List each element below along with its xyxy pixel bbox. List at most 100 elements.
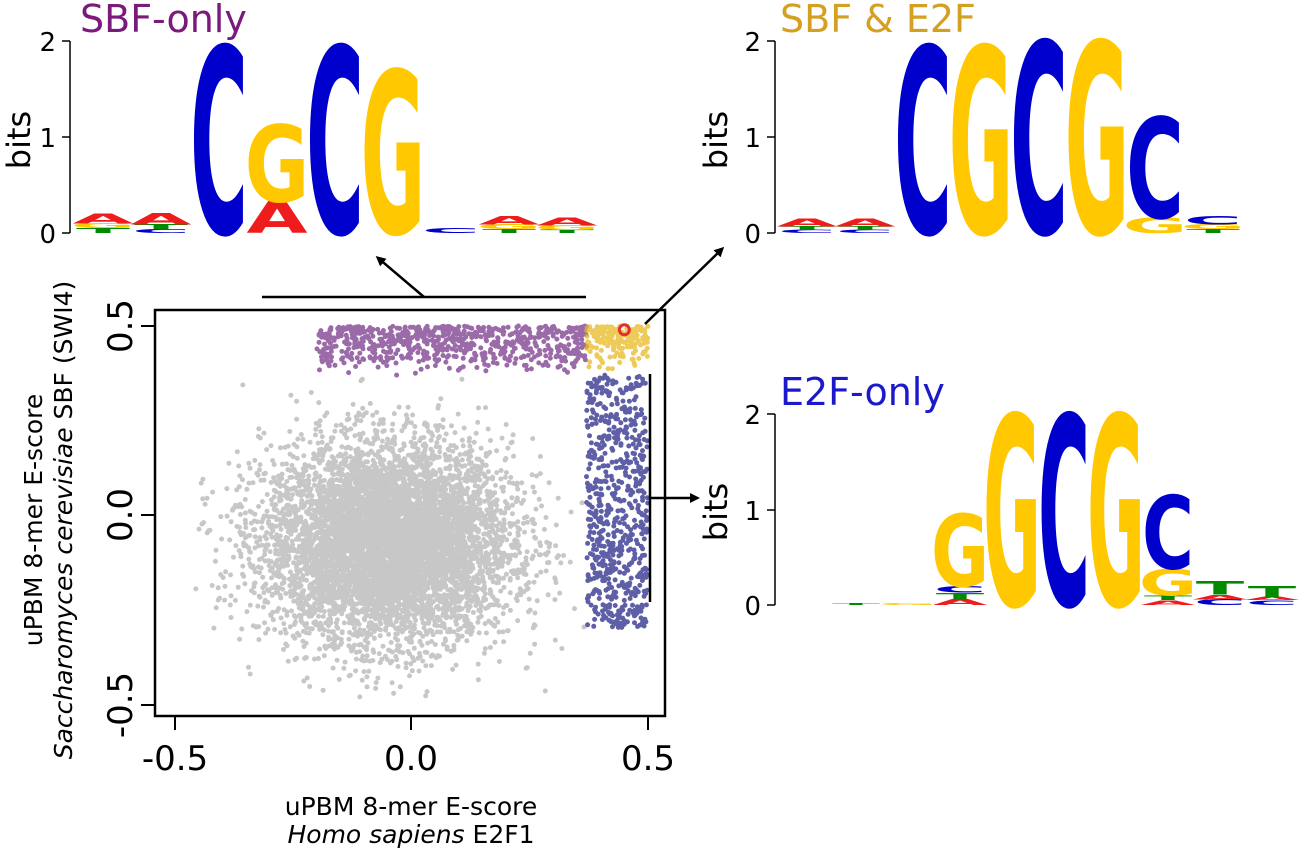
- annotation-arrows: [262, 246, 725, 602]
- logo-letter-g: G: [1139, 562, 1197, 604]
- logo-letter-a: A: [130, 210, 191, 228]
- logo-ylabel: bits: [697, 111, 735, 169]
- logo-letter-g: G: [1065, 0, 1130, 295]
- logo-letter-c: C: [422, 227, 480, 235]
- logo-letter-t: T: [832, 603, 880, 606]
- logo-letter-c: C: [190, 0, 248, 294]
- logo-letter-c: C: [132, 228, 190, 234]
- logo-tick-label: 2: [744, 28, 761, 58]
- logo-letter-a: A: [536, 216, 598, 228]
- logo-letter-t: T: [1144, 594, 1192, 602]
- x-axis-label-species: Homo sapiens: [287, 820, 464, 849]
- logo-letter-g: G: [1181, 223, 1246, 231]
- logo-title: E2F-only: [780, 370, 945, 414]
- y-tick-label: -0.5: [101, 672, 141, 738]
- logo-letter-c: C: [1246, 599, 1298, 607]
- sbf-only-arrow: [375, 256, 425, 298]
- x-tick-label: -0.5: [142, 739, 208, 779]
- logo-letter-a: A: [776, 217, 838, 229]
- sbf-e2f-arrow: [644, 246, 725, 325]
- logo-title: SBF & E2F: [780, 0, 976, 41]
- x-axis-label-line2: Homo sapiens E2F1: [287, 820, 534, 849]
- x-axis: -0.5 0.0 0.5: [142, 716, 675, 779]
- logo-letter-t: T: [1196, 578, 1244, 599]
- y-axis: 0.5 0.0 -0.5: [101, 299, 155, 738]
- sbf-only-points: [314, 323, 589, 378]
- logo-letter-t: T: [838, 225, 892, 231]
- logo-letter-a: A: [246, 193, 307, 243]
- logo-letter-c: C: [1194, 598, 1246, 607]
- logo-letter-c: C: [894, 0, 952, 294]
- logo-letter-a: A: [478, 214, 540, 228]
- logo-letter-g: G: [361, 25, 426, 286]
- logo-letter-a: A: [1141, 599, 1196, 607]
- sbf-and-e2f-points: [584, 323, 651, 372]
- y-axis-label-line1: uPBM 8-mer E-score: [19, 394, 48, 646]
- logo-letter-g: G: [949, 0, 1014, 294]
- x-tick-label: 0.5: [621, 739, 675, 779]
- logo-letter-a: A: [1193, 593, 1248, 601]
- logo-tick-label: 2: [39, 28, 56, 58]
- x-axis-label-protein: E2F1: [465, 820, 535, 849]
- logo-letter-c: C: [1038, 363, 1090, 667]
- y-axis-label-line2: Saccharomyces cerevisiae SBF (SWI4): [49, 281, 78, 760]
- logo-tick-label: 0: [744, 220, 761, 250]
- logo-letter-t: T: [76, 227, 130, 235]
- logo-letter-g: G: [71, 222, 136, 230]
- logo-title: SBF-only: [80, 0, 247, 41]
- logo-letter-c: C: [836, 229, 894, 234]
- logo-tick-label: 1: [744, 124, 761, 154]
- logo-letter-g: G: [477, 223, 542, 231]
- y-axis-label-protein: SBF (SWI4): [49, 281, 78, 428]
- logo-letter-c: C: [1184, 214, 1242, 228]
- logo-tick-label: 2: [744, 401, 761, 431]
- logo-letter-g: G: [1087, 363, 1145, 667]
- logo-letter-g: G: [931, 495, 989, 610]
- logo-letter-g: G: [535, 224, 600, 232]
- logo-tick-label: 1: [39, 124, 56, 154]
- logo-letter-a: A: [834, 217, 896, 229]
- logo-letter-c: C: [306, 0, 364, 294]
- logo-letter-a: A: [72, 211, 133, 226]
- logo-letter-t: T: [936, 591, 985, 602]
- logo-letter-a: A: [1245, 597, 1299, 602]
- y-axis-label-species: Saccharomyces cerevisiae: [49, 427, 78, 759]
- logo-ylabel: bits: [697, 483, 735, 541]
- scatter-plot: -0.5 0.0 0.5 0.5 0.0 -0.5 uPBM 8-mer E-s…: [19, 281, 675, 849]
- logo-letter-c: C: [1142, 475, 1194, 593]
- logo-letter-g: G: [245, 104, 310, 226]
- background-points: [193, 376, 587, 700]
- logo-letter-g: G: [983, 363, 1041, 667]
- logo-letter-t: T: [540, 229, 594, 234]
- logo-tick-label: 0: [744, 592, 761, 622]
- logo-letter-t: T: [780, 225, 834, 231]
- scatter-points: [193, 323, 651, 700]
- logo-letter-c: C: [778, 229, 836, 234]
- logo-letter-t: T: [1186, 228, 1240, 234]
- logo-ylabel: bits: [0, 111, 38, 169]
- logo-tick-label: 0: [39, 220, 56, 250]
- highlighted-point: [617, 323, 631, 337]
- logo-letter-c: C: [1010, 0, 1068, 295]
- logo-letter-t: T: [134, 223, 188, 231]
- y-tick-label: 0.5: [101, 299, 141, 353]
- x-tick-label: 0.0: [384, 739, 438, 779]
- logo-letter-t: T: [482, 228, 536, 234]
- x-axis-label-line1: uPBM 8-mer E-score: [285, 792, 537, 821]
- logo-letter-g: G: [1123, 213, 1188, 238]
- logo-letter-t: T: [1248, 583, 1296, 601]
- y-tick-label: 0.0: [101, 488, 141, 542]
- logo-letter-c: C: [1126, 90, 1184, 251]
- e2f-only-points: [584, 372, 651, 630]
- logo-letter-a: A: [933, 598, 988, 607]
- logo-tick-label: 1: [744, 497, 761, 527]
- logo-letter-c: C: [934, 584, 986, 595]
- logo-letter-g: G: [879, 603, 937, 606]
